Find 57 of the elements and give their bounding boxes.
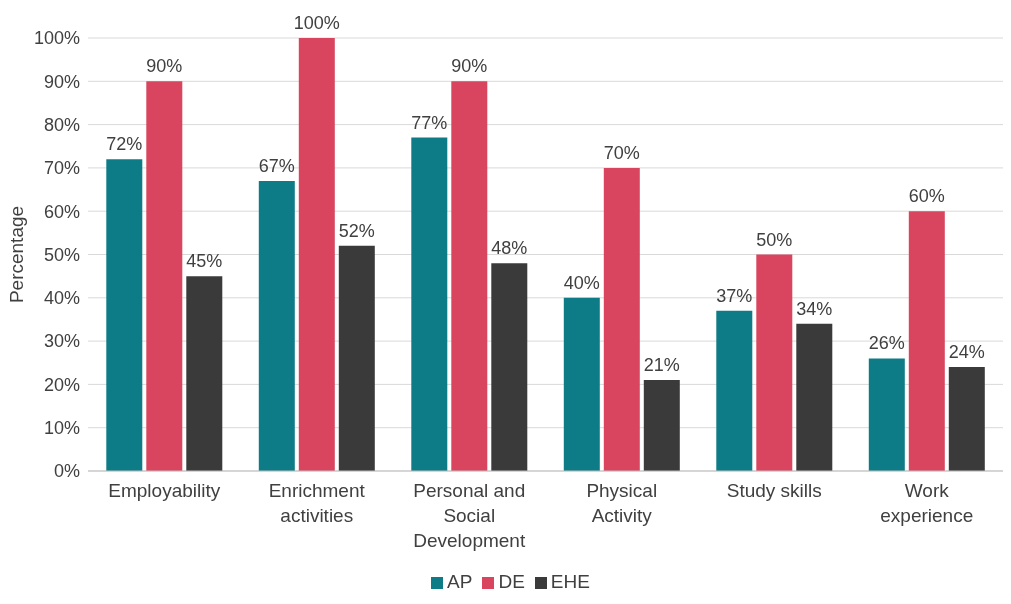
data-label: 40% [563,272,600,293]
data-label: 48% [491,238,528,259]
bar [106,159,143,471]
data-label: 77% [411,112,448,133]
data-label: 100% [293,13,340,33]
bar [868,358,905,471]
y-tick-label: 20% [43,374,80,395]
y-tick-label: 50% [43,244,80,265]
bar [186,276,223,471]
bar [258,180,295,471]
bar [643,380,680,471]
data-label: 60% [908,186,945,207]
y-tick-label: 10% [43,418,80,439]
x-tick-label: Work experience [880,480,974,526]
data-label: 34% [796,298,833,319]
y-tick-label: 80% [43,114,80,135]
bar [756,254,793,471]
y-axis-title: Percentage [5,205,27,304]
x-tick-label: Enrichment activities [268,480,366,526]
y-tick-label: 30% [43,331,80,352]
legend-label: AP [447,571,473,592]
bar [908,211,945,471]
y-tick-label: 90% [43,71,80,92]
x-tick-label: Employability [108,480,221,501]
data-label: 52% [338,220,375,241]
bar [491,263,528,471]
bar [451,81,488,471]
y-tick-label: 70% [43,158,80,179]
legend-label: EHE [550,571,590,592]
data-label: 24% [948,342,985,363]
bar [411,137,448,471]
data-label: 50% [756,229,793,250]
data-label: 90% [451,56,488,77]
x-tick-label: Personal and Social Development [413,480,526,551]
data-label: 90% [146,56,183,77]
y-tick-label: 60% [43,201,80,222]
data-label: 70% [603,142,640,163]
data-label: 21% [643,355,680,376]
bar [338,245,375,471]
bar [716,310,753,471]
legend-label: DE [498,571,525,592]
bar [948,367,985,471]
x-tick-label: Physical Activity [586,480,658,526]
bar [796,323,833,471]
data-label: 37% [716,285,753,306]
y-tick-label: 0% [53,461,80,482]
bar [146,81,183,471]
data-label: 67% [258,155,295,176]
y-tick-label: 40% [43,288,80,309]
y-tick-label: 100% [33,28,80,49]
data-label: 45% [186,251,223,272]
data-label: 72% [106,134,143,155]
bar [603,167,640,471]
data-label: 26% [868,333,905,354]
x-tick-label: Study skills [726,480,822,501]
bar [298,38,335,471]
bar [563,297,600,471]
